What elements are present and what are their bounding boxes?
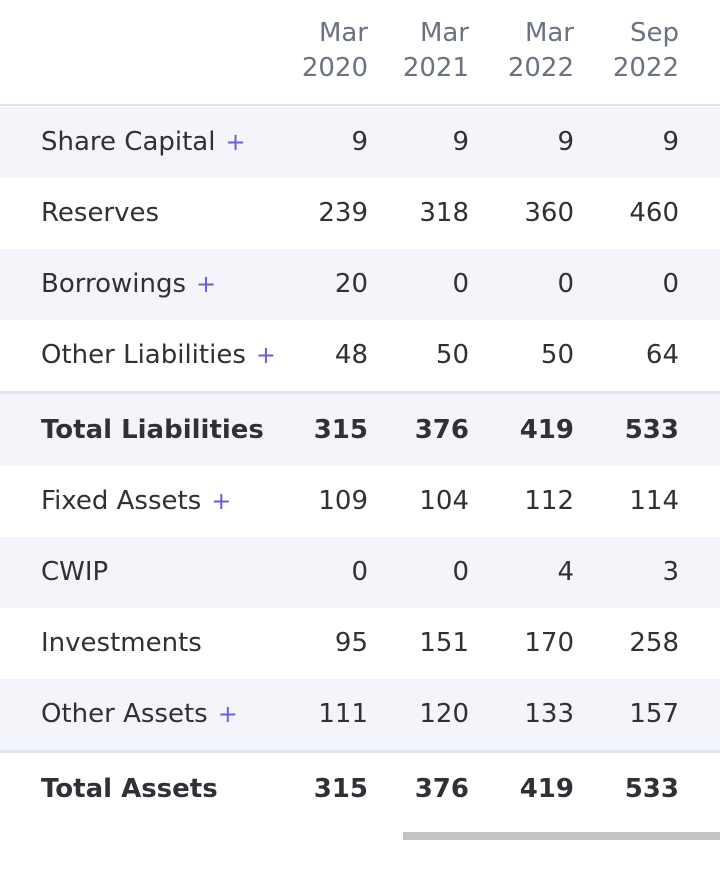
table-row: CWIP 0 0 4 3 xyxy=(0,537,720,608)
cell-value: 157 xyxy=(629,699,679,729)
cell-value: 0 xyxy=(662,269,679,299)
column-year: 2022 xyxy=(507,53,574,83)
cell-value: 239 xyxy=(318,198,368,228)
column-header: Mar 2022 xyxy=(464,16,574,86)
cell-value: 533 xyxy=(624,415,679,445)
cell-value: 109 xyxy=(318,486,368,516)
row-label-expandable[interactable]: Other Assets + xyxy=(41,679,238,750)
row-label: Other Liabilities xyxy=(41,340,246,370)
row-label: Share Capital xyxy=(41,127,216,157)
cell-value: 112 xyxy=(524,486,574,516)
cell-value: 419 xyxy=(519,415,574,445)
total-row: Total Liabilities 315 376 419 533 xyxy=(0,391,720,466)
cell-value: 20 xyxy=(334,269,368,299)
row-label: CWIP xyxy=(41,557,109,587)
cell-value: 376 xyxy=(414,415,469,445)
row-label-expandable[interactable]: Other Liabilities + xyxy=(41,320,276,391)
cell-value: 9 xyxy=(662,127,679,157)
expand-plus-icon[interactable]: + xyxy=(217,700,238,728)
cell-value: 48 xyxy=(334,340,368,370)
cell-value: 120 xyxy=(419,699,469,729)
row-label: Investments xyxy=(41,628,202,658)
cell-value: 4 xyxy=(557,557,574,587)
row-label-expandable[interactable]: Fixed Assets + xyxy=(41,466,231,537)
row-label: Other Assets xyxy=(41,699,208,729)
table-row: Other Liabilities + 48 50 50 64 xyxy=(0,320,720,391)
cell-value: 9 xyxy=(351,127,368,157)
cell-value: 376 xyxy=(414,774,469,804)
cell-value: 104 xyxy=(419,486,469,516)
cell-value: 0 xyxy=(452,557,469,587)
table-row: Fixed Assets + 109 104 112 114 xyxy=(0,466,720,537)
expand-plus-icon[interactable]: + xyxy=(225,128,246,156)
column-year: 2021 xyxy=(402,53,469,83)
cell-value: 64 xyxy=(645,340,679,370)
expand-plus-icon[interactable]: + xyxy=(255,341,276,369)
table-row: Reserves 239 318 360 460 xyxy=(0,178,720,249)
cell-value: 95 xyxy=(334,628,368,658)
expand-plus-icon[interactable]: + xyxy=(211,487,232,515)
cell-value: 315 xyxy=(313,415,368,445)
column-header: Mar 2021 xyxy=(359,16,469,86)
row-label-expandable[interactable]: Borrowings + xyxy=(41,249,216,320)
row-label: Borrowings xyxy=(41,269,187,299)
row-label-expandable[interactable]: Share Capital + xyxy=(41,107,246,178)
column-year: 2022 xyxy=(612,53,679,83)
cell-value: 360 xyxy=(524,198,574,228)
cell-value: 170 xyxy=(524,628,574,658)
column-month: Mar xyxy=(318,18,368,48)
cell-value: 114 xyxy=(629,486,679,516)
column-month: Sep xyxy=(629,18,679,48)
cell-value: 0 xyxy=(351,557,368,587)
cell-value: 0 xyxy=(452,269,469,299)
column-month: Mar xyxy=(524,18,574,48)
row-label: Reserves xyxy=(41,198,160,228)
column-header: Mar 2020 xyxy=(258,16,368,86)
table-row: Share Capital + 9 9 9 9 xyxy=(0,107,720,178)
cell-value: 419 xyxy=(519,774,574,804)
total-row: Total Assets 315 376 419 533 xyxy=(0,750,720,825)
cell-value: 9 xyxy=(452,127,469,157)
table-row: Other Assets + 111 120 133 157 xyxy=(0,679,720,750)
cell-value: 0 xyxy=(557,269,574,299)
cell-value: 3 xyxy=(662,557,679,587)
expand-plus-icon[interactable]: + xyxy=(196,270,217,298)
table-row: Investments 95 151 170 258 xyxy=(0,608,720,679)
column-year: 2020 xyxy=(301,53,368,83)
horizontal-scrollbar[interactable] xyxy=(403,832,720,840)
column-month: Mar xyxy=(419,18,469,48)
row-label: Fixed Assets xyxy=(41,486,202,516)
cell-value: 50 xyxy=(540,340,574,370)
cell-value: 133 xyxy=(524,699,574,729)
cell-value: 111 xyxy=(318,699,368,729)
column-header: Sep 2022 xyxy=(569,16,679,86)
table-row: Borrowings + 20 0 0 0 xyxy=(0,249,720,320)
table-header: Mar 2020 Mar 2021 Mar 2022 Sep 2022 xyxy=(0,0,720,106)
row-label: Total Assets xyxy=(41,774,218,804)
cell-value: 258 xyxy=(629,628,679,658)
cell-value: 151 xyxy=(419,628,469,658)
cell-value: 533 xyxy=(624,774,679,804)
cell-value: 315 xyxy=(313,774,368,804)
row-label: Total Liabilities xyxy=(41,415,264,445)
cell-value: 50 xyxy=(435,340,469,370)
cell-value: 460 xyxy=(629,198,679,228)
cell-value: 9 xyxy=(557,127,574,157)
cell-value: 318 xyxy=(419,198,469,228)
